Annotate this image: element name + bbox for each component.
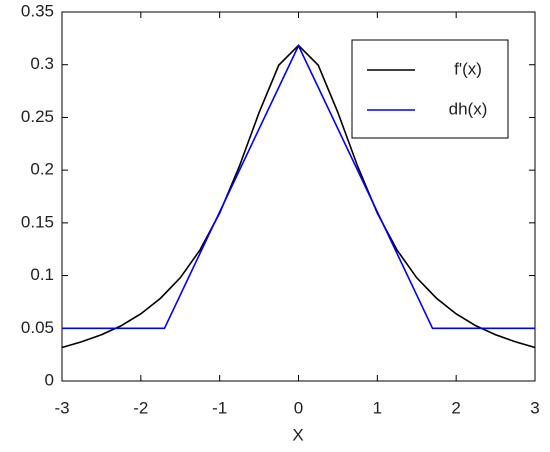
x-tick-label: 0 — [294, 398, 303, 417]
y-tick-label: 0.05 — [21, 318, 54, 337]
y-tick-label: 0.35 — [21, 1, 54, 20]
legend-label: dh(x) — [449, 99, 488, 118]
y-tick-label: 0.3 — [30, 54, 54, 73]
y-tick-label: 0.2 — [30, 160, 54, 179]
x-tick-label: -3 — [54, 398, 69, 417]
x-tick-label: 3 — [530, 398, 539, 417]
y-tick-label: 0 — [45, 370, 54, 389]
line-series — [62, 43, 535, 330]
y-tick-label: 0.15 — [21, 212, 54, 231]
x-axis-label: X — [292, 425, 303, 444]
y-tick-label: 0.1 — [30, 265, 54, 284]
y-tick-label: 0.25 — [21, 107, 54, 126]
x-tick-label: 1 — [373, 398, 382, 417]
legend-box — [351, 39, 509, 139]
x-tick-label: -2 — [133, 398, 148, 417]
x-tick-label: -1 — [212, 398, 227, 417]
legend-label: f'(x) — [454, 59, 482, 78]
x-tick-label: 2 — [451, 398, 460, 417]
legend: f'(x) dh(x) — [351, 39, 509, 139]
